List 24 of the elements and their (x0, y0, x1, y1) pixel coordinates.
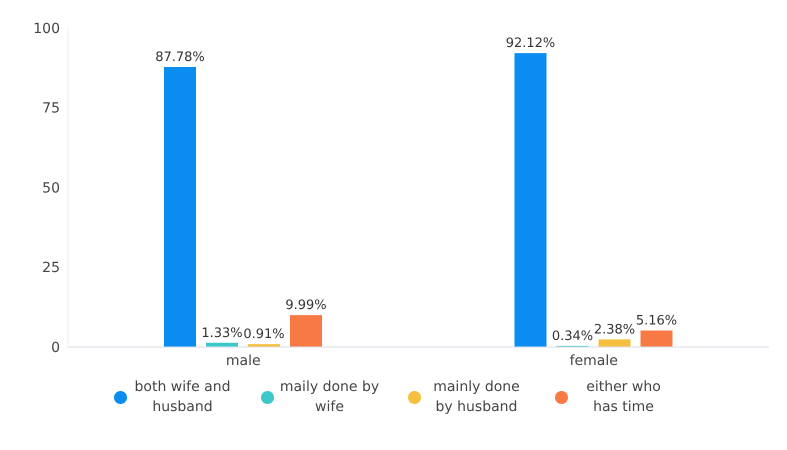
legend-label: maily done by wife (280, 378, 380, 417)
y-tick-label: 100 (33, 20, 60, 37)
data-label: 87.78% (155, 50, 205, 65)
legend-label: either who has time (585, 378, 662, 417)
y-tick-label: 75 (42, 100, 60, 117)
data-label: 1.33% (201, 326, 243, 341)
legend-label: mainly done by husband (432, 378, 521, 417)
bar (164, 66, 196, 347)
data-label: 5.16% (636, 314, 678, 329)
bar (514, 53, 546, 347)
bar (598, 339, 630, 347)
x-tick-label: male (226, 352, 261, 369)
y-tick-label: 50 (42, 180, 60, 196)
y-tick-label: 0 (51, 340, 60, 356)
x-tick-label: female (570, 352, 618, 369)
data-label: 9.99% (285, 298, 327, 314)
data-label: 0.91% (243, 327, 285, 342)
data-label: 0.34% (552, 328, 594, 344)
bar (290, 315, 322, 347)
legend-label: both wife and husband (134, 378, 232, 417)
data-label: 2.38% (594, 322, 636, 338)
data-label: 92.12% (506, 36, 556, 52)
y-tick-label: 25 (42, 260, 60, 276)
bar (640, 330, 672, 347)
